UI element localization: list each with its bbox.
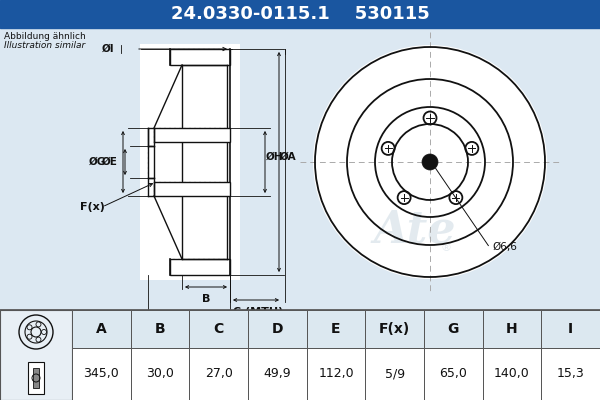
Bar <box>0 0 600 28</box>
Text: B: B <box>155 322 166 336</box>
Text: Ø6,6: Ø6,6 <box>492 242 517 252</box>
Bar <box>482 310 541 348</box>
Text: ØE: ØE <box>102 157 118 167</box>
Circle shape <box>422 154 438 170</box>
Text: 24.0330-0115.1    530115: 24.0330-0115.1 530115 <box>170 5 430 23</box>
Text: 15,3: 15,3 <box>557 368 584 380</box>
Text: ®: ® <box>440 243 451 253</box>
Text: Ate: Ate <box>374 208 457 252</box>
Bar <box>424 310 482 348</box>
Text: 27,0: 27,0 <box>205 368 233 380</box>
Bar <box>190 348 248 400</box>
Text: C: C <box>214 322 224 336</box>
Bar <box>541 348 600 400</box>
Text: F(x): F(x) <box>80 202 105 212</box>
Bar <box>170 259 230 275</box>
Bar <box>131 348 190 400</box>
Bar <box>72 348 131 400</box>
Text: 30,0: 30,0 <box>146 368 174 380</box>
Text: B: B <box>202 294 210 304</box>
Text: Abbildung ähnlich: Abbildung ähnlich <box>4 32 86 41</box>
Bar <box>541 310 600 348</box>
Text: G: G <box>448 322 459 336</box>
Bar <box>307 310 365 348</box>
Text: ØG: ØG <box>89 157 106 167</box>
Text: F(x): F(x) <box>379 322 410 336</box>
Text: I: I <box>568 322 573 336</box>
Bar <box>190 310 248 348</box>
Text: E: E <box>331 322 341 336</box>
Bar <box>365 348 424 400</box>
Bar <box>0 310 72 400</box>
Text: H: H <box>506 322 518 336</box>
Bar <box>140 44 240 280</box>
Bar <box>0 310 600 400</box>
Text: ØA: ØA <box>280 152 296 162</box>
Bar <box>148 146 154 178</box>
Bar <box>72 310 131 348</box>
Text: ØH: ØH <box>266 152 284 162</box>
Text: 65,0: 65,0 <box>439 368 467 380</box>
Bar <box>0 28 600 310</box>
Bar <box>248 310 307 348</box>
Bar <box>307 348 365 400</box>
Text: C (MTH): C (MTH) <box>233 307 283 317</box>
Circle shape <box>313 45 547 279</box>
Text: 112,0: 112,0 <box>318 368 354 380</box>
Bar <box>154 128 230 142</box>
Text: D: D <box>272 322 283 336</box>
Text: 5/9: 5/9 <box>385 368 405 380</box>
Bar <box>482 348 541 400</box>
Text: Illustration similar: Illustration similar <box>4 41 85 50</box>
Bar <box>28 362 44 394</box>
Bar <box>131 310 190 348</box>
Text: D: D <box>179 320 188 330</box>
Text: ØI: ØI <box>101 44 114 54</box>
Bar <box>365 310 424 348</box>
Bar <box>154 182 230 196</box>
Text: 345,0: 345,0 <box>83 368 119 380</box>
Bar <box>424 348 482 400</box>
Bar <box>33 368 39 388</box>
Bar <box>248 348 307 400</box>
Text: 49,9: 49,9 <box>263 368 291 380</box>
Bar <box>170 49 230 65</box>
Text: 140,0: 140,0 <box>494 368 530 380</box>
Text: A: A <box>96 322 107 336</box>
